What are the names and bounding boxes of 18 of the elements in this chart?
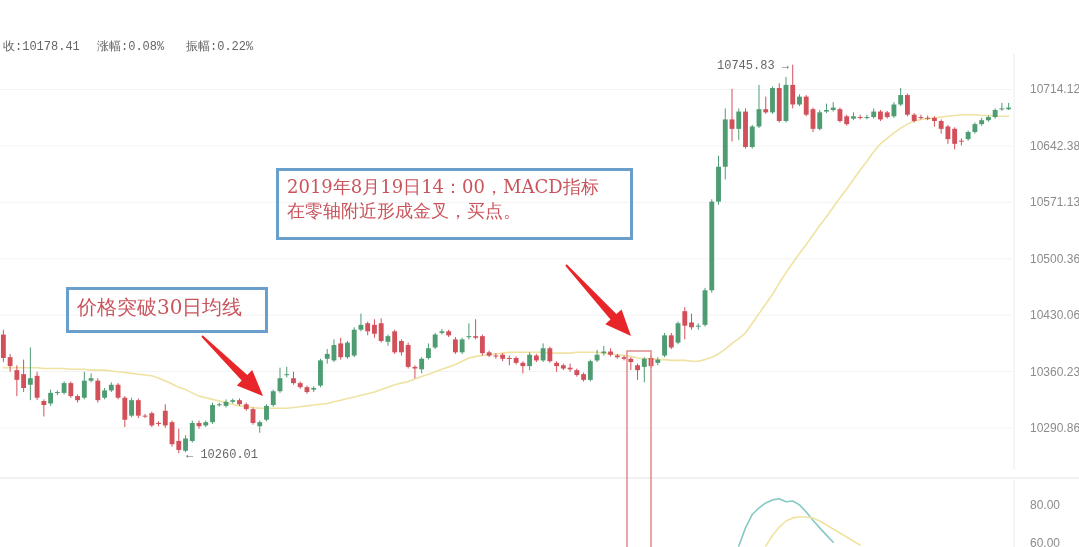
y-tick-label: 10430.06	[1030, 308, 1079, 323]
y-tick-label: 10571.13	[1030, 195, 1079, 210]
annotation: 10745.83 →	[716, 59, 790, 73]
y-tick-label: 10642.38	[1030, 138, 1079, 153]
annotation: 价格突破30日均线	[66, 287, 268, 333]
y-tick-label: 10290.86	[1030, 420, 1079, 435]
annotation: ← 10260.01	[186, 448, 259, 462]
annotation: 涨幅:0.08%	[97, 40, 166, 54]
annotation: 收:10178.41	[3, 40, 80, 54]
line-series	[737, 497, 835, 547]
y-tick-label: 80.00	[1030, 497, 1061, 512]
annotation: 2019年8月19日14：00，MACD指标在零轴附近形成金叉，买点。	[276, 168, 633, 240]
y-tick-label: 10714.12	[1030, 82, 1079, 97]
y-tick-label: 10500.36	[1030, 251, 1079, 266]
line-series	[764, 516, 861, 547]
annotation: 振幅:0.22%	[186, 40, 255, 54]
y-tick-label: 10360.23	[1030, 364, 1079, 379]
y-tick-label: 60.00	[1030, 536, 1061, 547]
